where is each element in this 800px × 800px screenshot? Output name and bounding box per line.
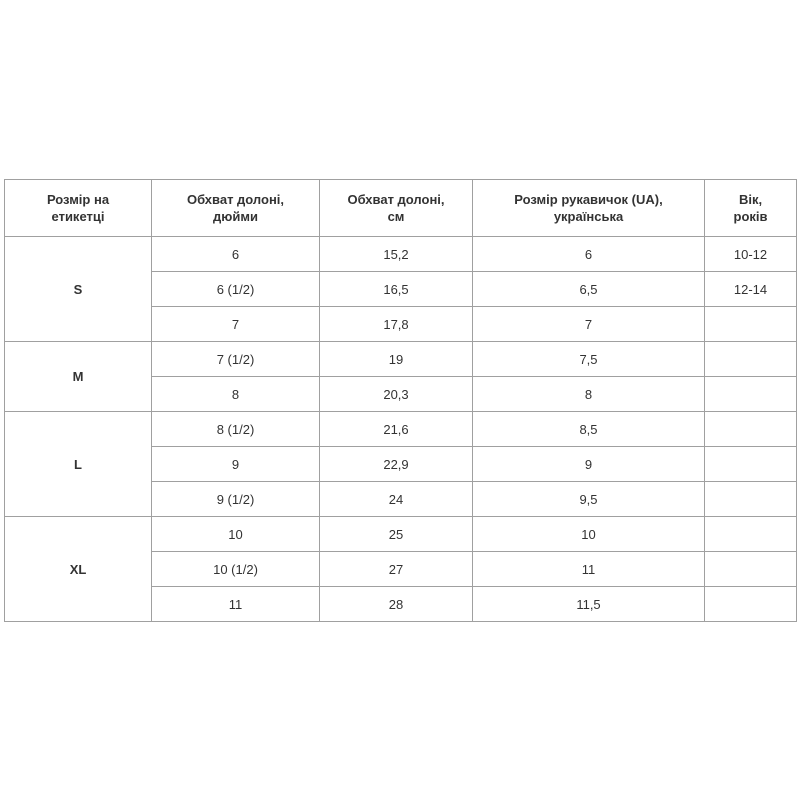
column-header-line: см [387,209,405,224]
column-header-line: Розмір на [46,192,110,207]
column-header: Обхват долоні, см [319,179,473,237]
table-cell: 8 (1/2) [151,411,320,447]
table-row: 9 (1/2) 24 9,5 [5,481,797,517]
table-cell: 9 [151,446,320,482]
table-row: 9 22,9 9 [5,446,797,482]
table-cell: 20,3 [319,376,473,412]
table-cell [704,306,797,342]
table-cell [704,586,797,622]
column-header-line: Обхват долоні, [186,192,285,207]
table-row: 7 17,8 7 [5,306,797,342]
table-cell: 27 [319,551,473,587]
table-cell: 19 [319,341,473,377]
size-label: XL [4,516,152,622]
table-cell: 7,5 [472,341,705,377]
table-row: 6 (1/2) 16,5 6,5 12-14 [5,271,797,307]
table-cell: 10 [472,516,705,552]
table-cell: 7 (1/2) [151,341,320,377]
table-cell [704,376,797,412]
table-cell: 9,5 [472,481,705,517]
size-label: M [4,341,152,412]
table-cell [704,341,797,377]
column-header: Розмір на етикетці [4,179,152,237]
column-header-line: дюйми [213,209,258,224]
size-label: L [4,411,152,517]
table-cell: 6 (1/2) [151,271,320,307]
column-header-line: Вік, [738,192,763,207]
table-cell: 24 [319,481,473,517]
table-cell: 7 [472,306,705,342]
table-cell: 28 [319,586,473,622]
table-cell: 16,5 [319,271,473,307]
table-row: 11 28 11,5 [5,586,797,622]
table-cell: 8,5 [472,411,705,447]
table-row: XL 10 25 10 [4,516,797,622]
column-header: Обхват долоні, дюйми [151,179,320,237]
table-cell [704,446,797,482]
table-cell: 9 [472,446,705,482]
table-cell: 10-12 [704,236,797,272]
table-cell [704,481,797,517]
table-cell: 6 [472,236,705,272]
table-cell: 25 [319,516,473,552]
table-cell: 7 [151,306,320,342]
table-row: 10 (1/2) 27 11 [5,551,797,587]
column-header-line: українська [553,209,624,224]
table-cell: 22,9 [319,446,473,482]
table-cell: 8 [472,376,705,412]
header-row: Розмір на етикетці Обхват долоні, дюйми Обхв… [4,179,797,237]
table-cell: 10 [151,516,320,552]
column-header: Розмір рукавичок (UA), українська [472,179,705,237]
glove-size-table: Розмір на етикетці Обхват долоні, дюйми Обхв… [4,179,797,622]
table-cell: 11 [151,586,320,622]
column-header-line: Обхват долоні, [347,192,445,207]
table-cell: 6 [151,236,320,272]
size-label: S [4,236,152,342]
table-cell [704,516,797,552]
table-cell: 11,5 [472,586,705,622]
table-cell [704,411,797,447]
table-cell: 6,5 [472,271,705,307]
table-row: S 6 15,2 6 10-12 [4,236,797,342]
table-cell: 9 (1/2) [151,481,320,517]
table-cell: 10 (1/2) [151,551,320,587]
table-row: 8 20,3 8 [5,376,797,412]
table-cell [704,551,797,587]
table-cell: 11 [472,551,705,587]
table-cell: 8 [151,376,320,412]
column-header: Вік, років [704,179,797,237]
column-header-line: етикетці [51,209,105,224]
table-cell: 12-14 [704,271,797,307]
table-cell: 15,2 [319,236,473,272]
column-header-line: років [733,209,768,224]
table-cell: 17,8 [319,306,473,342]
column-header-line: Розмір рукавичок (UA), [514,192,663,207]
table-cell: 21,6 [319,411,473,447]
